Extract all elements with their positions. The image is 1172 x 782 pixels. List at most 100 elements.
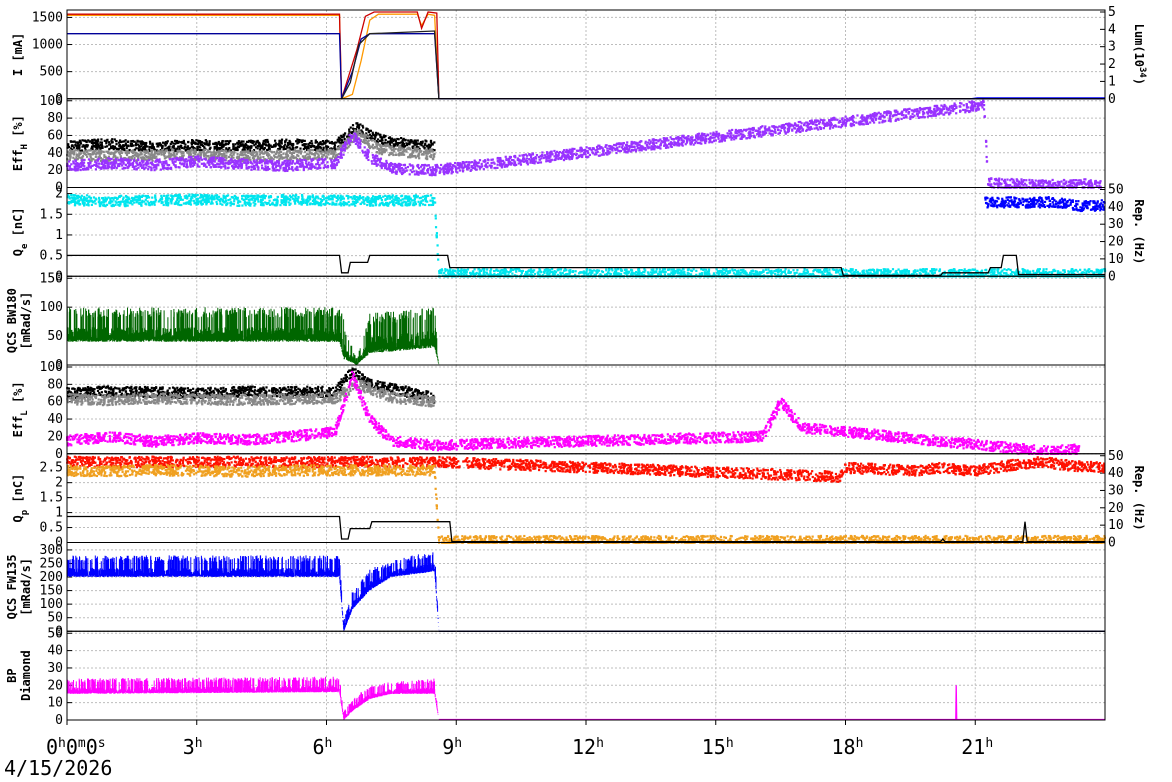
data-point	[161, 153, 163, 155]
data-point	[753, 135, 755, 137]
data-point	[301, 165, 303, 167]
data-point	[283, 157, 285, 159]
data-point	[248, 156, 250, 158]
data-point	[115, 161, 117, 163]
data-point	[255, 143, 257, 145]
data-point	[509, 157, 511, 159]
data-point	[834, 124, 836, 126]
data-point	[344, 138, 346, 140]
data-point	[99, 146, 101, 148]
data-point	[372, 156, 374, 158]
data-point	[989, 184, 991, 186]
data-point	[909, 118, 911, 120]
data-point	[314, 167, 316, 169]
data-point	[407, 156, 409, 158]
data-point	[681, 139, 683, 141]
data-point	[361, 150, 363, 152]
data-point	[520, 164, 522, 166]
data-point	[618, 146, 620, 148]
right-y-axis-label: Lum(1034)	[1132, 24, 1147, 85]
data-point	[244, 159, 246, 161]
data-point	[337, 147, 339, 149]
data-point	[711, 137, 713, 139]
data-point	[883, 112, 885, 114]
data-point	[237, 144, 239, 146]
data-point	[258, 162, 260, 164]
data-point	[487, 162, 489, 164]
data-point	[819, 121, 821, 123]
data-point	[647, 142, 649, 144]
data-point	[176, 148, 178, 150]
data-point	[464, 165, 466, 167]
data-point	[826, 122, 828, 124]
data-point	[359, 146, 361, 148]
data-point	[962, 109, 964, 111]
data-point	[729, 133, 731, 135]
data-point	[169, 158, 171, 160]
data-point	[151, 162, 153, 164]
data-point	[424, 164, 426, 166]
data-point	[169, 156, 171, 158]
data-point	[451, 172, 453, 174]
data-point	[213, 143, 215, 145]
data-point	[76, 147, 78, 149]
data-point	[190, 164, 192, 166]
data-point	[784, 130, 786, 132]
data-point	[69, 165, 71, 167]
data-point	[389, 168, 391, 170]
data-point	[306, 166, 308, 168]
data-point	[372, 154, 374, 156]
data-point	[584, 153, 586, 155]
data-point	[422, 145, 424, 147]
data-point	[322, 162, 324, 164]
data-point	[143, 157, 145, 159]
data-point	[116, 150, 118, 152]
data-point	[150, 169, 152, 171]
data-point	[416, 165, 418, 167]
data-point	[101, 162, 103, 164]
data-point	[319, 146, 321, 148]
data-point	[425, 172, 427, 174]
data-point	[988, 180, 990, 182]
data-point	[1034, 182, 1036, 184]
data-point	[347, 141, 349, 143]
data-point	[413, 170, 415, 172]
data-point	[813, 121, 815, 123]
data-point	[369, 137, 371, 139]
data-point	[194, 149, 196, 151]
data-point	[196, 149, 198, 151]
data-point	[240, 140, 242, 142]
data-point	[83, 165, 85, 167]
data-point	[261, 167, 263, 169]
data-point	[354, 138, 356, 140]
data-point	[456, 167, 458, 169]
data-point	[842, 123, 844, 125]
data-point	[78, 152, 80, 154]
data-point	[428, 164, 430, 166]
data-point	[126, 145, 128, 147]
data-point	[250, 169, 252, 171]
data-point	[412, 166, 414, 168]
data-point	[367, 156, 369, 158]
data-point	[656, 145, 658, 147]
data-point	[89, 162, 91, 164]
data-point	[738, 134, 740, 136]
data-point	[267, 157, 269, 159]
data-point	[132, 166, 134, 168]
data-point	[319, 152, 321, 154]
data-point	[197, 159, 199, 161]
data-point	[732, 134, 734, 136]
data-point	[359, 123, 361, 125]
data-point	[165, 149, 167, 151]
data-point	[325, 155, 327, 157]
data-point	[774, 126, 776, 128]
data-point	[233, 168, 235, 170]
data-point	[1005, 183, 1007, 185]
data-point	[327, 149, 329, 151]
data-point	[446, 171, 448, 173]
data-point	[321, 158, 323, 160]
data-point	[462, 169, 464, 171]
data-point	[912, 116, 914, 118]
data-point	[746, 128, 748, 130]
data-point	[100, 168, 102, 170]
